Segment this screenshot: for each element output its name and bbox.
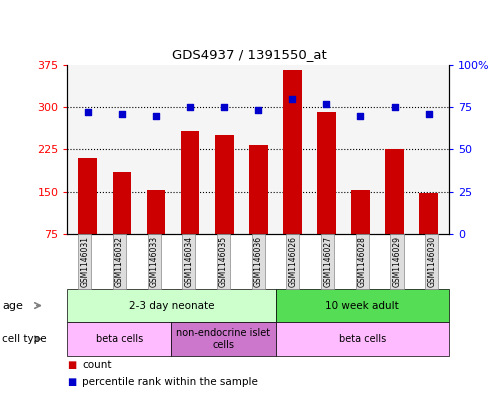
Bar: [283, 70, 302, 234]
Bar: [78, 158, 97, 234]
Text: GSM1146031: GSM1146031: [80, 236, 89, 287]
Text: 10 week adult: 10 week adult: [325, 301, 399, 310]
Text: GSM1146029: GSM1146029: [393, 236, 402, 287]
Text: beta cells: beta cells: [96, 334, 143, 344]
Bar: [385, 149, 404, 234]
Bar: [215, 135, 234, 234]
Text: non-endocrine islet
cells: non-endocrine islet cells: [177, 328, 270, 350]
Bar: [351, 191, 370, 234]
Text: GDS4937 / 1391550_at: GDS4937 / 1391550_at: [172, 48, 327, 61]
Bar: [317, 112, 336, 234]
Text: GSM1146036: GSM1146036: [253, 236, 263, 287]
Point: [425, 111, 433, 117]
Point: [152, 112, 160, 119]
Bar: [181, 131, 200, 234]
Text: ■: ■: [67, 360, 77, 369]
Point: [254, 107, 262, 114]
Bar: [419, 193, 438, 234]
Text: GSM1146026: GSM1146026: [288, 236, 297, 287]
Point: [118, 111, 126, 117]
Text: count: count: [82, 360, 112, 369]
Text: GSM1146032: GSM1146032: [115, 236, 124, 287]
Point: [220, 104, 228, 110]
Text: ■: ■: [67, 377, 77, 387]
Point: [288, 95, 296, 102]
Point: [322, 101, 330, 107]
Text: GSM1146027: GSM1146027: [323, 236, 332, 287]
Text: age: age: [2, 301, 23, 310]
Text: cell type: cell type: [2, 334, 47, 344]
Text: beta cells: beta cells: [339, 334, 386, 344]
Text: GSM1146035: GSM1146035: [219, 236, 228, 287]
Text: GSM1146033: GSM1146033: [150, 236, 159, 287]
Text: percentile rank within the sample: percentile rank within the sample: [82, 377, 258, 387]
Bar: [249, 145, 267, 234]
Text: GSM1146028: GSM1146028: [358, 236, 367, 286]
Point: [186, 104, 194, 110]
Point: [356, 112, 364, 119]
Bar: [113, 172, 131, 234]
Text: GSM1146034: GSM1146034: [184, 236, 193, 287]
Point: [391, 104, 399, 110]
Bar: [147, 190, 165, 234]
Text: GSM1146030: GSM1146030: [427, 236, 436, 287]
Point: [84, 109, 92, 115]
Text: 2-3 day neonate: 2-3 day neonate: [129, 301, 214, 310]
